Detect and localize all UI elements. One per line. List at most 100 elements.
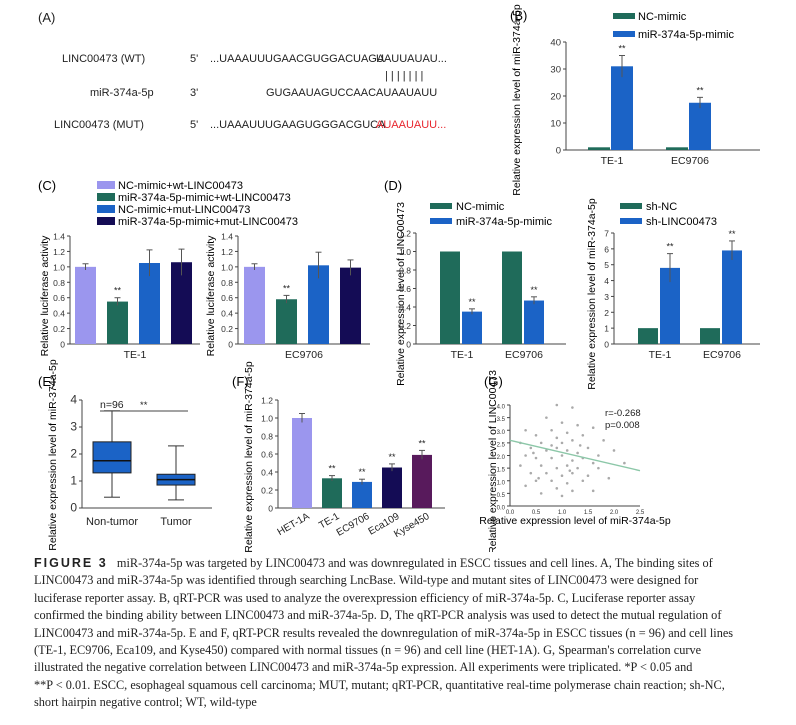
c2-ytick-label: 0.6 [221, 293, 233, 303]
f-ytick-label: 1.0 [261, 414, 273, 424]
f-category-label: HET-1A [276, 511, 312, 538]
panel-letter-c: (C) [38, 178, 56, 193]
d2-ytick-label: 5 [604, 260, 609, 270]
g-point [581, 479, 585, 483]
legend-d2-swatch-shlinc [620, 218, 642, 224]
ylabel-c1: Relative luciferase activity [39, 235, 51, 357]
d2-ytick-label: 6 [604, 244, 609, 254]
g-point [555, 446, 559, 450]
c2-g3-bar [308, 265, 329, 344]
g-point [578, 444, 582, 447]
d2-ytick-label: 1 [604, 324, 609, 334]
c1-ytick-label: 0.8 [53, 278, 65, 288]
chart-e-box: 0 1 2 3 4 Non-tumor Tumor n=96 ** [70, 393, 212, 528]
g-point [534, 456, 538, 460]
legend-c: NC-mimic+wt-LINC00473 miR-374a-5p-mimic+… [97, 180, 298, 228]
d1-category-label: TE-1 [451, 349, 474, 361]
legend-d1-swatch-nc [430, 203, 452, 209]
caption-text-1: miR-374a-5p was targeted by LINC00473 an… [116, 556, 713, 570]
g-point [591, 426, 595, 430]
caption-line-5: LINC00473 and miR-374a-5p. E and F, qRT-… [34, 625, 734, 640]
g-ytick-label: 4.0 [497, 405, 506, 411]
g-point [537, 476, 540, 480]
g-fit-line [509, 439, 641, 472]
legend-c-3: NC-mimic+mut-LINC00473 [118, 204, 250, 216]
e-ytick-label: 2 [70, 447, 77, 461]
e-category-label: Tumor [160, 516, 192, 528]
d1-s1-bar [502, 251, 522, 344]
d2-s1-bar [700, 328, 720, 344]
g-point [560, 421, 564, 424]
legend-d1-mir: miR-374a-5p-mimic [456, 216, 552, 228]
f-TE-1-bar [322, 478, 342, 508]
g-point [524, 484, 527, 488]
b-ytick-label: 20 [550, 92, 561, 103]
b-mir-significance: ** [696, 85, 704, 95]
f-EC9706-significance: ** [358, 467, 366, 477]
pairing-lines: | | | | | | | [385, 70, 423, 82]
g-point [550, 479, 553, 483]
g-ytick-label: 3.5 [497, 417, 506, 423]
e-ytick-label: 3 [70, 420, 77, 434]
ylabel-d1: Relative expression level of LINC00473 [395, 202, 407, 386]
g-point [539, 464, 543, 467]
c2-ytick-label: 1.4 [221, 232, 233, 242]
c1-ytick-label: 1.2 [53, 247, 65, 257]
c2-g2-bar [276, 299, 297, 344]
f-TE-1-significance: ** [328, 464, 336, 474]
legend-d2-shnc: sh-NC [646, 201, 677, 213]
g-point [597, 466, 600, 470]
g-point [565, 464, 569, 467]
c2-g1-bar [244, 266, 265, 344]
wt-site: UAUUAUAU... [376, 53, 447, 65]
d1-s2-bar [462, 311, 482, 344]
f-ytick-label: 0.4 [261, 468, 273, 478]
chart-b: 0 10 20 30 40 ** TE-1 ** EC9706 [550, 38, 760, 167]
g-point [560, 441, 564, 445]
c1-g4-bar [171, 262, 192, 344]
b-category-label: EC9706 [671, 155, 709, 167]
c2-ytick-label: 1.2 [221, 247, 233, 257]
g-point [555, 436, 559, 440]
f-Kyse450-significance: ** [418, 438, 426, 448]
b-nc-bar [588, 147, 610, 150]
g-point [529, 471, 533, 475]
g-point [597, 454, 600, 457]
legend-b: NC-mimic miR-374a-5p-mimic [613, 11, 734, 41]
g-xtick-label: 1.5 [584, 510, 593, 516]
ylabel-e: Relative expression level of miR-374a-5p [47, 359, 59, 551]
g-ytick-label: 1.5 [497, 468, 506, 474]
ylabel-f: Relative expression level of miR-374a-5p [243, 361, 255, 552]
chart-c-ec9706: 0 0.2 0.4 0.6 0.8 1.0 1.2 1.4 ** EC9706 [221, 232, 370, 361]
caption-line-7: illustrated the negative correlation bet… [34, 660, 693, 675]
wt-label: LINC00473 (WT) [62, 53, 145, 65]
g-point [539, 441, 543, 445]
g-point [524, 428, 527, 432]
d1-ytick-label: 0 [406, 340, 411, 350]
legend-c-4: miR-374a-5p-mimic+mut-LINC00473 [118, 216, 298, 228]
caption-line-4: confirmed the binding ability between LI… [34, 608, 722, 623]
g-point [539, 492, 543, 495]
panel-letter-d: (D) [384, 178, 402, 193]
c1-g2-bar [107, 301, 128, 344]
g-point [524, 454, 527, 457]
g-point [591, 489, 595, 493]
c2-ytick-label: 0.8 [221, 278, 233, 288]
f-ytick-label: 0 [268, 504, 273, 514]
g-point [532, 451, 535, 455]
c2-g2-significance: ** [283, 283, 291, 293]
ylabel-c2: Relative luciferase activity [205, 235, 217, 357]
f-HET-1A-bar [292, 418, 312, 508]
d2-category-label: EC9706 [703, 349, 741, 361]
f-category-label: EC9706 [335, 511, 372, 539]
b-ytick-label: 40 [550, 38, 561, 49]
mir-three-prime: 3' [190, 87, 198, 99]
d1-s2-bar [524, 300, 544, 344]
caption-line-8: **P < 0.01. ESCC, esophageal squamous ce… [34, 677, 725, 692]
g-ytick-label: 0.5 [497, 493, 506, 499]
c1-ytick-label: 0.2 [53, 324, 65, 334]
g-point [555, 466, 559, 470]
c1-ytick-label: 0 [60, 340, 65, 350]
caption-line-1: FIGURE 3 miR-374a-5p was targeted by LIN… [34, 555, 768, 572]
e-box [92, 441, 132, 474]
